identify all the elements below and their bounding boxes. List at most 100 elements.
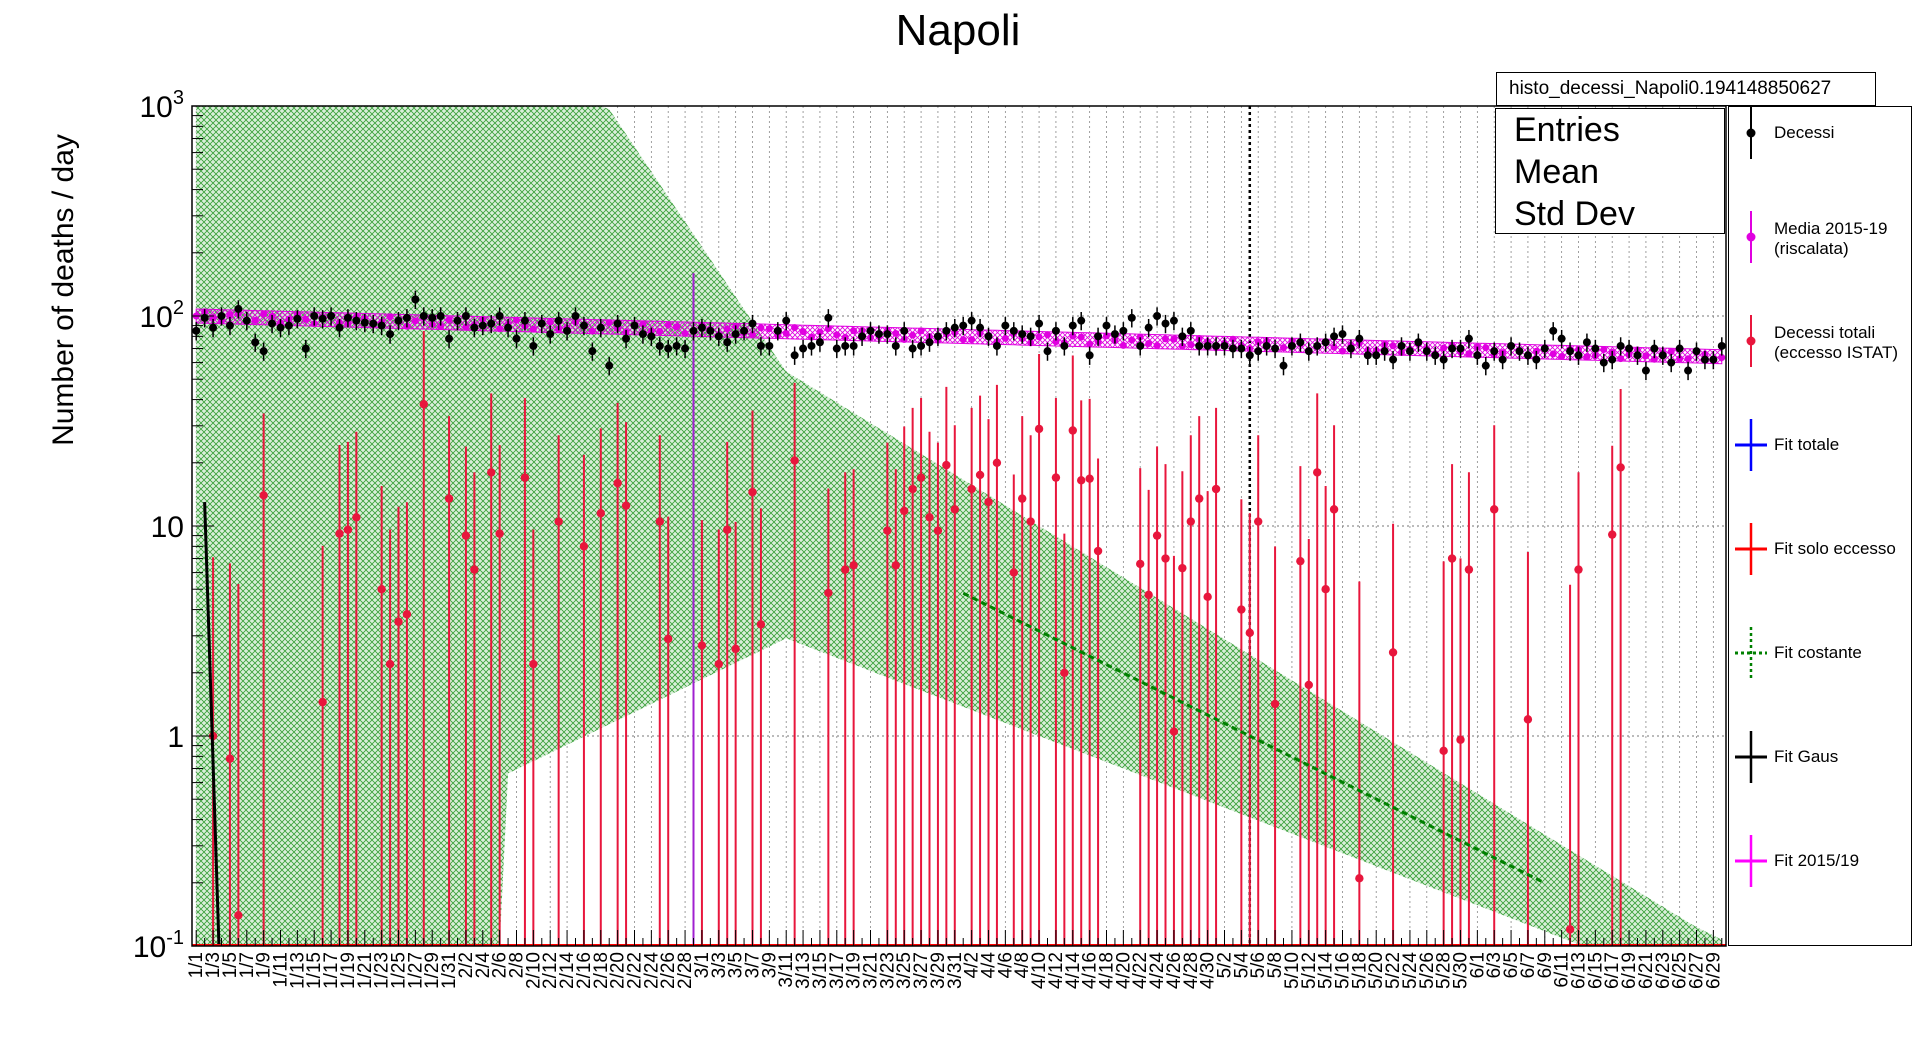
x-tick-label: 5/12 [1299,952,1320,989]
x-tick-label: 5/4 [1231,952,1252,979]
decessi-point [883,330,892,339]
decessi-point [740,326,749,335]
eccesso-point [1329,505,1339,514]
media-point [765,325,773,333]
x-tick-label: 2/24 [641,952,662,989]
decessi-point [1709,355,1718,364]
media-point [816,328,824,336]
decessi-point [1296,338,1305,347]
decessi-point [1346,344,1355,353]
stats-box-title: histo_decessi_Napoli0.194148850627 [1496,72,1876,106]
decessi-point [917,341,926,350]
eccesso-point [1439,746,1448,756]
decessi-point [1043,347,1052,356]
eccesso-point [1034,424,1044,434]
eccesso-point [1195,494,1204,503]
eccesso-point [1051,473,1061,482]
chart-title: Napoli [895,6,1021,55]
decessi-point [1675,344,1684,353]
decessi-point [504,323,513,332]
decessi-point [849,341,858,350]
decessi-point [1422,347,1431,356]
decessi-point [1018,330,1027,339]
eccesso-point [444,494,454,503]
decessi-point [377,321,386,330]
media-point [1558,352,1566,360]
eccesso-point [723,525,732,534]
legend-label: Decessi [1774,123,1835,142]
decessi-point [234,304,243,313]
x-tick-label: 1/19 [338,952,359,989]
decessi-point [976,323,985,332]
decessi-point [1684,366,1693,375]
eccesso-point [891,561,900,570]
decessi-point [1591,344,1600,353]
decessi-point [1481,361,1490,370]
x-tick-label: 1/29 [422,952,443,989]
x-tick-label: 3/25 [894,952,915,989]
x-tick-label: 5/2 [1215,952,1236,978]
media-point [664,321,672,329]
decessi-point [1001,321,1010,330]
eccesso-point [1565,925,1575,934]
x-tick-label: 1/3 [203,952,224,978]
eccesso-point [579,542,589,551]
eccesso-point [318,697,327,707]
decessi-point [1068,321,1077,330]
decessi-point [672,341,681,350]
media-point [605,319,613,327]
x-tick-label: 3/9 [759,952,780,978]
x-tick-label: 2/20 [608,952,629,989]
decessi-point [765,341,774,350]
media-point [1136,333,1144,341]
media-point [833,331,841,339]
eccesso-point [1009,568,1018,577]
eccesso-point [992,458,1002,467]
x-tick-label: 1/5 [220,952,241,978]
decessi-point [225,321,234,330]
decessi-point [1566,347,1575,356]
x-tick-label: 5/26 [1417,952,1438,989]
media-point [799,328,807,336]
x-tick-label: 3/7 [743,952,764,978]
decessi-point [1633,351,1642,360]
decessi-point [1599,358,1608,367]
x-tick-label: 5/24 [1400,952,1421,989]
decessi-point [992,341,1001,350]
media-point [757,324,765,332]
eccesso-point [1490,505,1499,514]
legend-symbol [1746,107,1756,159]
decessi-point [1287,341,1296,350]
x-tick-label: 6/11 [1552,952,1573,988]
decessi-point [1557,334,1566,343]
decessi-point [1178,332,1187,341]
x-tick-label: 2/8 [507,952,528,978]
media-point [1440,344,1448,352]
eccesso-point [1456,735,1465,744]
decessi-point [1431,351,1440,360]
legend-item: Fit Gaus [1729,731,1913,835]
y-tick-label: 1 [167,721,184,754]
decessi-point [192,326,201,335]
media-point [386,313,394,321]
decessi-point [512,334,521,343]
y-tick-label: 103 [140,87,185,124]
x-tick-label: 5/6 [1248,952,1269,978]
x-tick-label: 4/12 [1046,952,1067,989]
stats-mean: Mean [1514,153,1600,191]
decessi-point [1228,344,1237,353]
x-tick-label: 4/10 [1029,952,1050,989]
legend-item: Fit 2015/19 [1729,835,1913,939]
x-tick-label: 4/22 [1130,952,1151,989]
decessi-point [1271,344,1280,353]
legend-symbol [1735,419,1767,471]
media-point [1001,334,1009,342]
media-point [1583,353,1591,361]
media-point [1617,355,1625,363]
media-point [1119,341,1127,349]
decessi-point [1077,316,1086,325]
decessi-point [647,332,656,341]
eccesso-point [225,754,235,763]
decessi-point [537,319,546,328]
eccesso-point [335,529,344,538]
